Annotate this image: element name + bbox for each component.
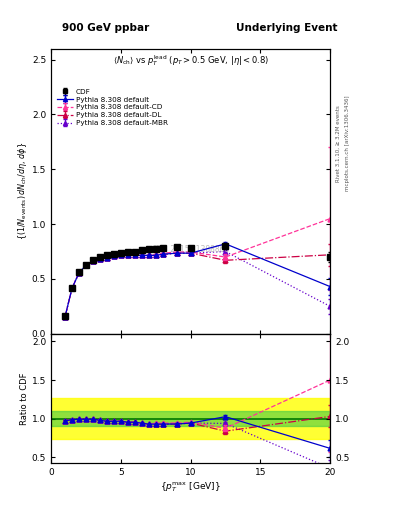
Text: mcplots.cern.ch [arXiv:1306.3436]: mcplots.cern.ch [arXiv:1306.3436] (345, 96, 350, 191)
Bar (51, 398, 330, 439)
Y-axis label: $\{(1/N_{\rm events})\,dN_{\rm ch}/d\eta,\,d\phi\}$: $\{(1/N_{\rm events})\,dN_{\rm ch}/d\eta… (16, 142, 29, 240)
X-axis label: $\{p_T^{\rm max}$ [GeV]$\}$: $\{p_T^{\rm max}$ [GeV]$\}$ (160, 480, 221, 494)
Text: 900 GeV ppbar: 900 GeV ppbar (62, 23, 150, 33)
Text: Rivet 3.1.10, ≥ 3.2M events: Rivet 3.1.10, ≥ 3.2M events (336, 105, 341, 182)
Text: $\langle N_{\rm ch}\rangle$ vs $p_T^{\rm lead}$ ($p_T > 0.5$ GeV, $|\eta| < 0.8$: $\langle N_{\rm ch}\rangle$ vs $p_T^{\rm… (112, 53, 269, 68)
Y-axis label: Ratio to CDF: Ratio to CDF (20, 372, 29, 425)
Text: Underlying Event: Underlying Event (236, 23, 338, 33)
Text: CDF_2015_I1388868: CDF_2015_I1388868 (151, 244, 230, 253)
Legend: CDF, Pythia 8.308 default, Pythia 8.308 default-CD, Pythia 8.308 default-DL, Pyt: CDF, Pythia 8.308 default, Pythia 8.308 … (54, 86, 171, 129)
Bar (51, 411, 330, 426)
